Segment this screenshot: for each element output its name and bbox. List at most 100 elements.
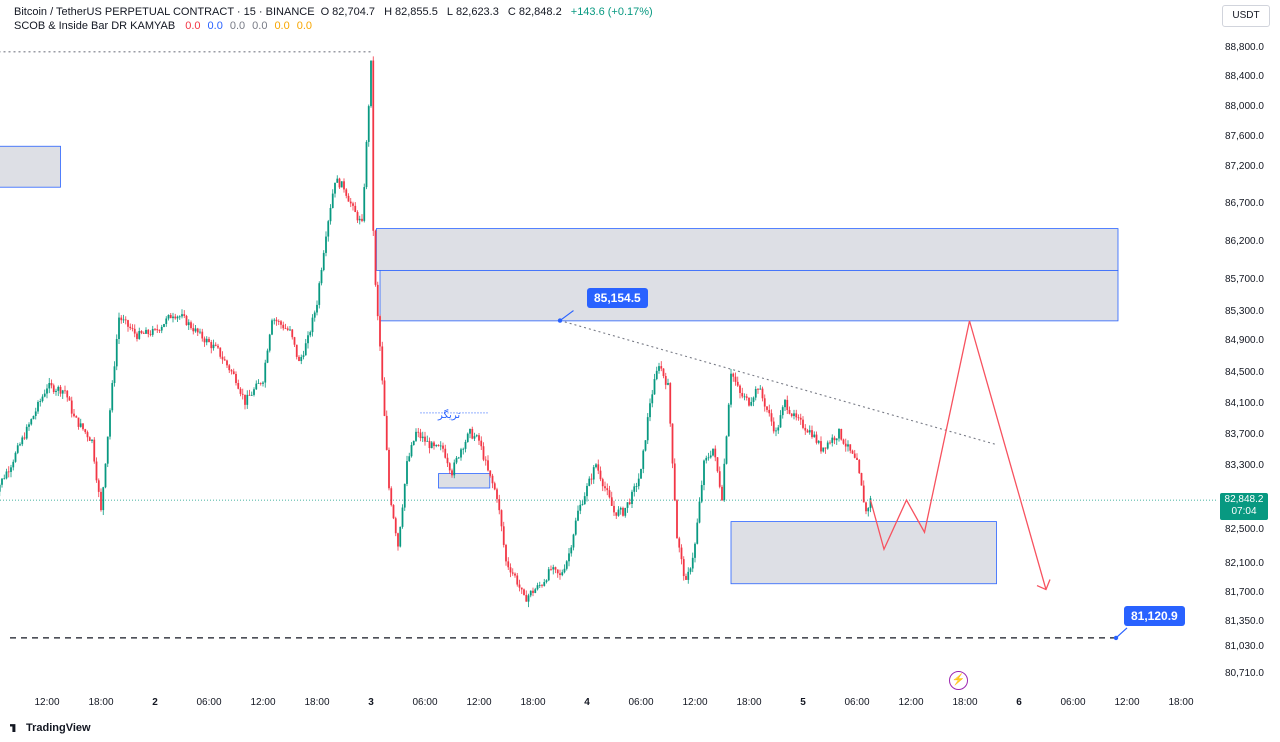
candle (833, 437, 836, 441)
candle (545, 580, 548, 583)
indicator-legend[interactable]: SCOB & Inside Bar DR KAMYAB 0.0 0.0 0.0 0.0… (14, 20, 318, 32)
candle (381, 346, 384, 381)
bar-countdown: 07:04 (1231, 506, 1257, 517)
candle (563, 568, 566, 573)
candle (559, 573, 561, 576)
candle (664, 376, 667, 385)
candle (838, 429, 840, 439)
candle (534, 589, 537, 593)
anchor-line (1115, 627, 1128, 639)
candle (264, 362, 267, 383)
candle (361, 218, 363, 221)
candle (462, 448, 465, 450)
candle (635, 486, 638, 487)
candle (412, 440, 415, 446)
candle (516, 575, 519, 585)
price-label-81120[interactable]: 81,120.9 (1124, 606, 1185, 626)
candle (338, 178, 341, 188)
currency-button[interactable]: USDT (1222, 5, 1270, 27)
candle (619, 507, 622, 510)
candle (552, 567, 555, 570)
candle (500, 510, 503, 527)
candle (649, 403, 651, 418)
candle (325, 236, 327, 253)
candle (16, 445, 19, 453)
candle (815, 434, 818, 443)
candle (367, 106, 370, 142)
y-tick-label: 82,100.0 (1225, 558, 1264, 569)
candle (32, 415, 35, 420)
candle (257, 383, 260, 384)
candle (489, 470, 492, 476)
candle (678, 538, 681, 548)
candle (455, 457, 458, 463)
candle (637, 478, 640, 487)
candle (352, 203, 354, 206)
candle (694, 543, 696, 558)
bolt-icon[interactable]: ⚡ (949, 671, 968, 690)
candle (57, 386, 60, 391)
candle (685, 576, 687, 580)
candle (307, 335, 309, 344)
candle (624, 507, 627, 516)
x-tick-label: 18:00 (520, 697, 545, 708)
candle (478, 435, 480, 441)
candle (320, 270, 323, 284)
candle (599, 470, 602, 480)
candle (415, 431, 417, 441)
candle (226, 360, 228, 366)
candle (718, 471, 721, 487)
candle (502, 526, 505, 545)
candle (570, 547, 573, 554)
candle (167, 314, 170, 319)
candle (52, 385, 55, 393)
zone-box (375, 228, 1119, 271)
candle (122, 319, 125, 321)
candle (163, 324, 165, 327)
x-tick-label: 12:00 (1114, 697, 1139, 708)
candle (820, 441, 822, 452)
candle (165, 318, 168, 325)
candle (651, 394, 654, 404)
candle (408, 456, 411, 462)
candle (590, 478, 593, 480)
candle (633, 486, 636, 492)
candle (284, 328, 287, 330)
candle (340, 181, 343, 188)
candle (457, 457, 460, 459)
candle (493, 483, 496, 490)
candle (439, 445, 442, 447)
candle (133, 328, 136, 334)
candle (273, 319, 276, 321)
candle (835, 438, 838, 441)
candle (561, 572, 564, 576)
candle (142, 333, 145, 334)
candle (93, 439, 96, 462)
candle (347, 195, 350, 202)
symbol-title[interactable]: Bitcoin / TetherUS PERPETUAL CONTRACT · … (14, 6, 315, 18)
candle (487, 460, 489, 471)
candle (676, 500, 678, 539)
candle (565, 561, 568, 569)
candle (217, 345, 219, 348)
price-label-85154[interactable]: 85,154.5 (587, 288, 648, 308)
candle (707, 457, 710, 459)
candle (725, 436, 728, 464)
candle (451, 470, 453, 476)
zones (0, 145, 1119, 585)
candle (158, 330, 161, 331)
candle (0, 484, 1, 492)
candle (298, 356, 300, 362)
candle (178, 316, 181, 318)
candle (748, 397, 750, 406)
candle (736, 381, 739, 386)
candle (568, 553, 570, 562)
candle (847, 444, 849, 447)
candle (703, 460, 705, 486)
y-tick-label: 81,350.0 (1225, 616, 1264, 627)
candle (802, 419, 804, 428)
candle (109, 410, 111, 437)
y-tick-label: 81,700.0 (1225, 587, 1264, 598)
candle (705, 457, 708, 461)
